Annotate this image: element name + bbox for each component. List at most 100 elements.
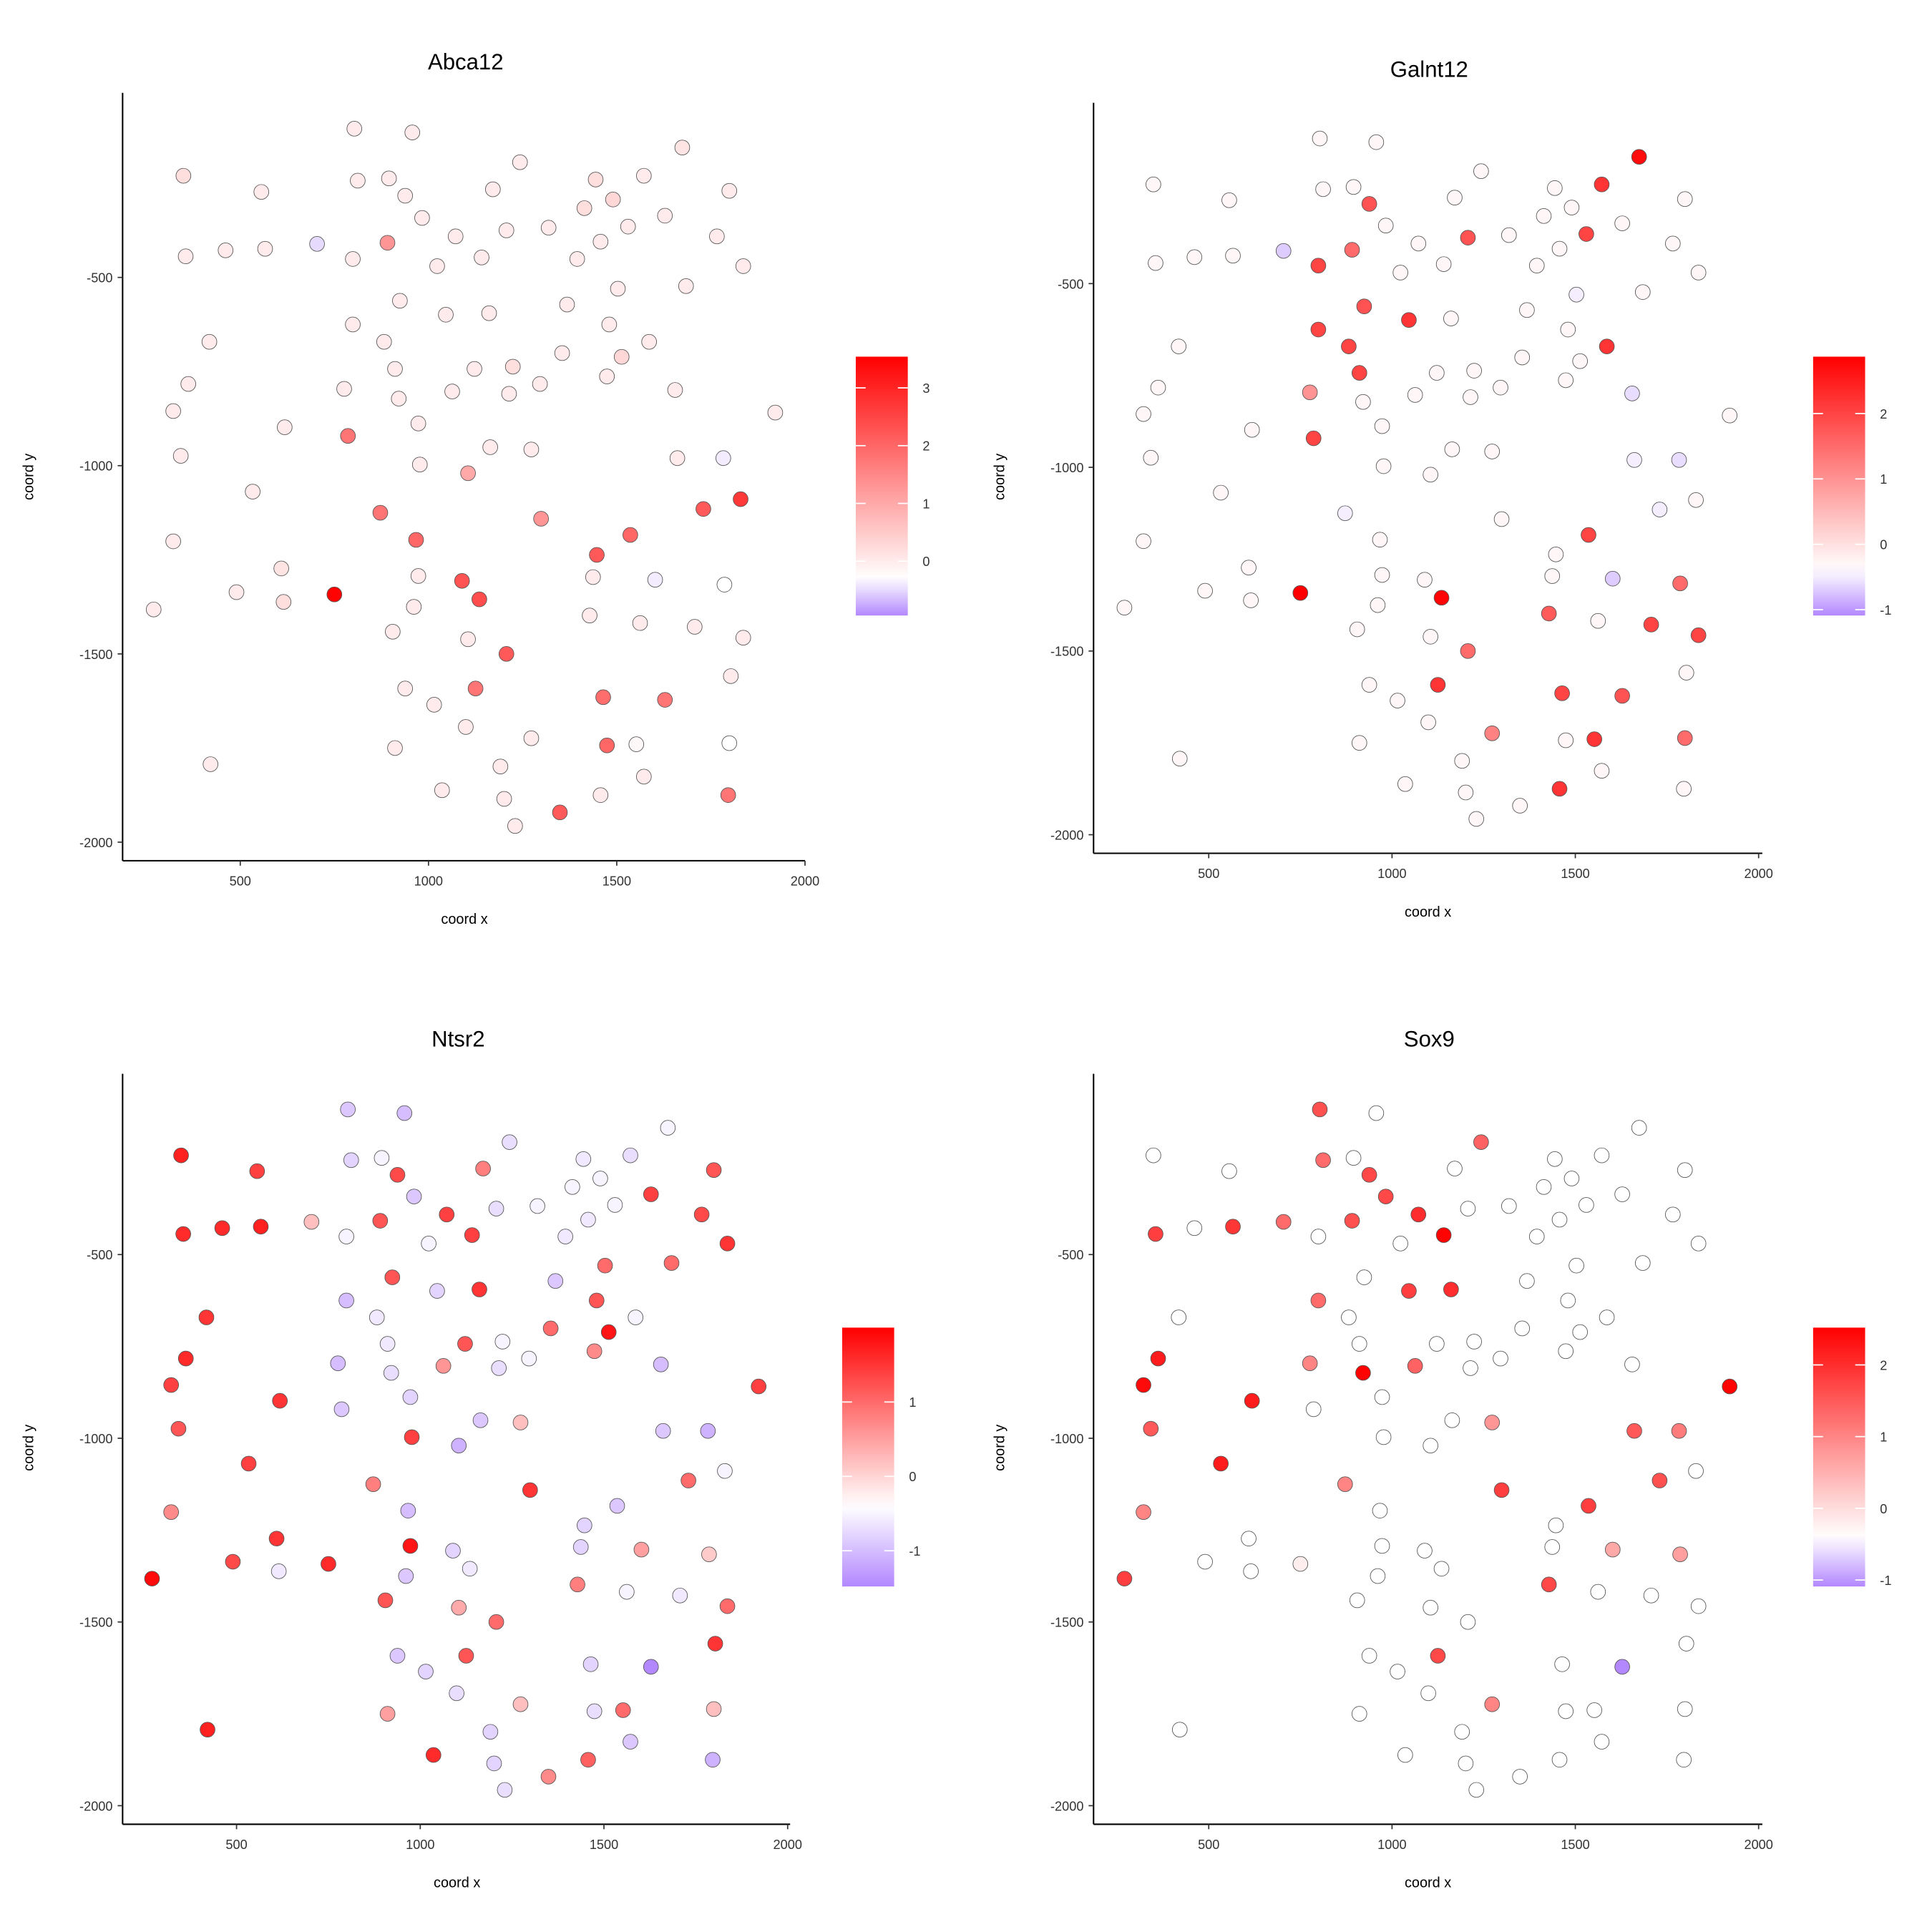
data-point: [467, 361, 482, 377]
data-point: [434, 782, 450, 799]
data-point: [488, 1201, 504, 1216]
data-point: [460, 631, 476, 648]
data-point: [457, 1336, 473, 1352]
data-point: [491, 1360, 507, 1376]
data-point: [1664, 1206, 1681, 1223]
data-point: [165, 533, 181, 550]
y-tick-label: -2000: [1050, 1799, 1083, 1813]
data-point: [1519, 1273, 1535, 1289]
data-point: [175, 167, 192, 184]
data-point: [400, 1503, 416, 1518]
data-point: [203, 756, 219, 772]
data-point: [1310, 1229, 1327, 1244]
data-point: [1143, 1420, 1159, 1437]
data-point: [406, 1189, 422, 1204]
data-point: [623, 1147, 638, 1163]
data-point: [589, 547, 605, 563]
data-point: [1541, 605, 1557, 622]
data-point: [1171, 338, 1187, 354]
data-point: [1351, 1336, 1367, 1352]
data-point: [384, 1269, 401, 1285]
data-point: [398, 1568, 414, 1584]
data-point: [643, 1659, 659, 1675]
x-tick-label: 1500: [590, 1838, 618, 1852]
data-point: [1671, 1423, 1687, 1439]
data-point: [1213, 484, 1229, 501]
data-point: [1501, 1198, 1517, 1214]
data-point: [1463, 389, 1478, 405]
data-point: [1116, 600, 1133, 616]
data-point: [421, 1236, 436, 1252]
y-tick-label: -1500: [1050, 645, 1083, 659]
data-point: [1401, 1283, 1417, 1299]
data-point: [1599, 338, 1615, 354]
colorbar-tick-label: 2: [1880, 1358, 1887, 1372]
data-point: [592, 787, 609, 803]
data-point: [467, 680, 484, 697]
data-point: [1392, 265, 1408, 280]
data-point: [397, 187, 414, 204]
data-point: [1473, 1134, 1489, 1150]
data-point: [387, 740, 403, 756]
data-point: [1493, 1482, 1510, 1498]
data-point: [585, 569, 601, 585]
data-point: [1484, 444, 1501, 459]
data-point: [1599, 1309, 1615, 1325]
data-point: [1361, 1167, 1377, 1183]
data-point: [391, 391, 407, 406]
x-tick-label: 500: [1198, 1838, 1219, 1852]
data-point: [1460, 643, 1476, 659]
data-point: [1672, 1546, 1688, 1563]
data-point: [1351, 735, 1367, 751]
data-point: [270, 1563, 287, 1579]
data-point: [379, 1706, 396, 1722]
y-tick-label: -500: [1058, 1248, 1083, 1262]
data-point: [1558, 372, 1574, 389]
data-point: [498, 646, 514, 662]
data-point: [716, 450, 731, 467]
data-point: [1581, 527, 1596, 543]
panel-abca12-marks: 500 1000 1500 2000 -500 -1000 -1500 -2000 0 1 2 3: [79, 92, 930, 888]
data-point: [1643, 617, 1659, 633]
data-point: [1377, 1189, 1394, 1204]
data-point: [201, 333, 218, 350]
data-point: [635, 167, 652, 184]
colorbar-tick-label: 1: [1880, 472, 1887, 487]
data-point: [1688, 1463, 1704, 1479]
colorbar-tick-label: -1: [909, 1544, 920, 1558]
data-point: [1484, 1415, 1501, 1430]
data-point: [709, 228, 725, 245]
data-point: [669, 450, 686, 467]
data-point: [1374, 1389, 1390, 1405]
data-point: [1401, 312, 1417, 328]
colorbar: [841, 1327, 894, 1587]
data-point: [721, 182, 738, 199]
colorbar-tick-label: 1: [1880, 1430, 1887, 1445]
data-point: [1544, 568, 1561, 584]
colorbar-tick-label: 1: [922, 497, 930, 511]
panel-title: Ntsr2: [431, 1026, 484, 1051]
y-tick-label: -1000: [79, 1432, 112, 1446]
data-point: [1143, 449, 1159, 466]
data-point: [1473, 163, 1489, 180]
data-point: [1466, 1334, 1482, 1350]
x-tick-label: 2000: [1744, 1838, 1772, 1852]
data-point: [1688, 492, 1704, 508]
data-point: [1116, 1571, 1133, 1586]
data-point: [607, 1197, 623, 1213]
data-point: [309, 236, 325, 252]
data-point: [1423, 628, 1438, 645]
data-point: [1468, 811, 1485, 827]
data-point: [1563, 200, 1580, 215]
x-tick-label: 500: [1198, 867, 1219, 881]
data-point: [588, 1292, 605, 1309]
data-point: [719, 1236, 736, 1252]
data-point: [1310, 258, 1327, 274]
data-point: [180, 376, 196, 392]
data-point: [1631, 1120, 1647, 1136]
data-point: [1548, 546, 1564, 562]
data-point: [1652, 1473, 1668, 1488]
data-point: [1722, 407, 1738, 424]
data-point: [170, 1420, 187, 1437]
